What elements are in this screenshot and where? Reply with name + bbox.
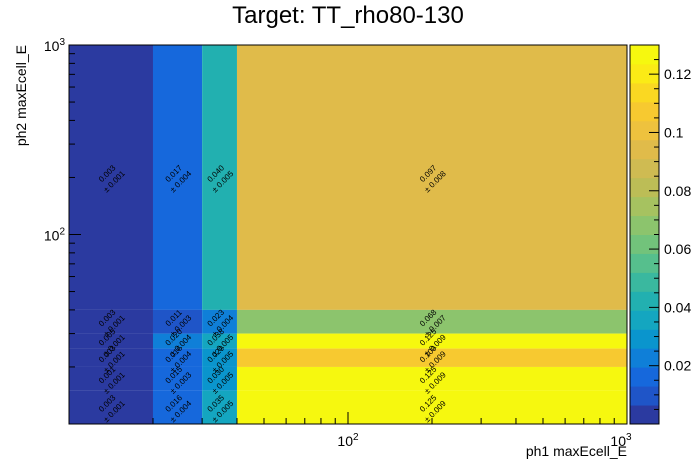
colorbar-segment: [630, 386, 659, 406]
colorbar-tick-label: 0.1: [664, 124, 684, 140]
heatmap-cell: [152, 333, 203, 349]
heatmap-cell: [202, 390, 237, 424]
x-tick-label: 102: [337, 432, 359, 449]
colorbar-segment: [630, 101, 659, 122]
colorbar-segment: [630, 329, 659, 349]
colorbar-segment: [630, 234, 659, 254]
heatmap-cell: [236, 45, 627, 310]
colorbar-segment: [630, 120, 659, 141]
heatmap-cell: [236, 333, 627, 349]
colorbar-tick-label: 0.12: [664, 66, 691, 82]
heatmap-cell: [202, 333, 237, 349]
colorbar-segment: [630, 367, 659, 387]
heatmap-cell: [236, 366, 627, 391]
colorbar-tick-label: 0.02: [664, 358, 691, 374]
heatmap-cell: [202, 366, 237, 391]
heatmap-cell: [69, 333, 153, 349]
x-tick-label: 103: [610, 432, 632, 449]
colorbar-segment: [630, 158, 659, 179]
heatmap-cell: [152, 390, 203, 424]
colorbar-segment: [630, 177, 659, 198]
heatmap-cell: [69, 309, 153, 334]
heatmap-cell: [69, 45, 153, 310]
heatmap-cell: [202, 348, 237, 367]
heatmap-cell: [69, 366, 153, 391]
colorbar-segment: [630, 45, 659, 65]
y-axis-label: ph2 maxEcell_E: [13, 45, 29, 146]
colorbar-segment: [630, 139, 659, 160]
colorbar-segment: [630, 63, 659, 84]
colorbar-segment: [630, 272, 659, 292]
y-tick-label: 102: [44, 227, 66, 244]
heatmap-cell: [152, 45, 203, 310]
colorbar-segment: [630, 215, 659, 235]
heatmap-cell: [152, 366, 203, 391]
colorbar-segment: [630, 310, 659, 330]
colorbar-tick-label: 0.06: [664, 241, 691, 257]
x-axis-label: ph1 maxEcell_E: [526, 443, 627, 459]
heatmap-cell: [69, 390, 153, 424]
heatmap-cell: [202, 309, 237, 334]
chart-title: Target: TT_rho80-130: [232, 2, 464, 29]
colorbar-segment: [630, 253, 659, 273]
y-tick-label: 103: [44, 37, 66, 54]
heatmap-cell: [202, 45, 237, 310]
colorbar-tick-label: 0.08: [664, 183, 691, 199]
heatmap-cell: [152, 309, 203, 334]
heatmap-cell: [236, 309, 627, 334]
colorbar-segment: [630, 196, 659, 217]
colorbar-segment: [630, 82, 659, 103]
colorbar-tick-label: 0.04: [664, 299, 691, 315]
colorbar-segment: [630, 405, 659, 425]
colorbar-segment: [630, 291, 659, 311]
heatmap-cell: [69, 348, 153, 367]
heatmap-cell: [152, 348, 203, 367]
heatmap-cell: [236, 348, 627, 367]
colorbar-segment: [630, 348, 659, 368]
